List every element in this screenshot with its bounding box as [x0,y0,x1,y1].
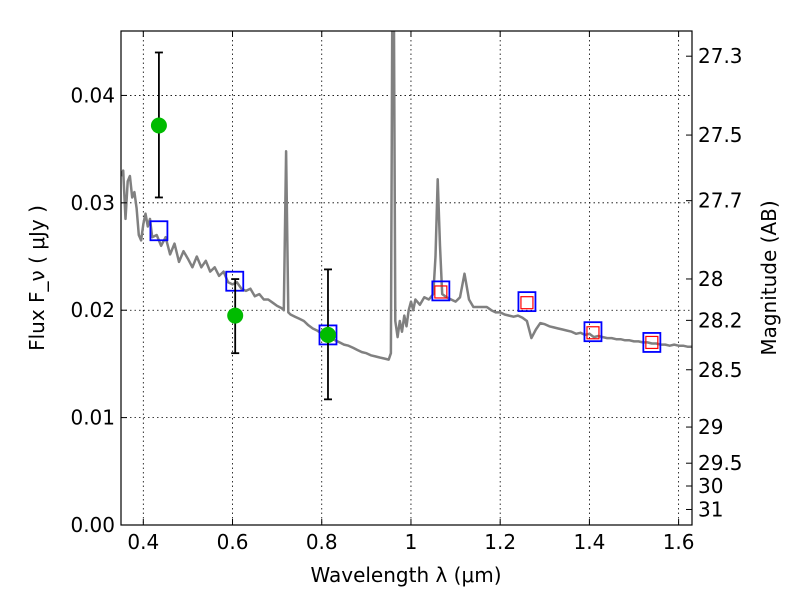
x-tick-label: 0.6 [217,530,249,554]
y-axis-right-label: Magnitude (AB) [757,200,781,355]
plot-background [121,31,692,525]
y-axis-label: Flux F_ν ( μJy ) [25,205,49,351]
series-layer [121,31,692,401]
right-tick-label: 28.2 [698,308,743,332]
right-tick-label: 28.5 [698,358,743,382]
right-tick-label: 29 [698,415,723,439]
measured-photometry-square [434,285,448,299]
measured-flux-point [319,326,336,343]
y-tick-label: 0.01 [70,406,115,430]
right-tick-label: 31 [698,497,723,521]
model-photometry-square [583,321,603,343]
right-tick-label: 27.3 [698,44,743,68]
y-tick-label: 0.03 [70,191,115,215]
x-axis-label: Wavelength λ (μm) [310,563,501,587]
x-tick-label: 1 [405,530,418,554]
y-tick-label: 0.02 [70,298,115,322]
right-tick-label: 30 [698,474,723,498]
x-tick-label: 1.4 [573,530,605,554]
measured-flux-point [150,117,167,134]
plot-frame [120,30,693,526]
x-tick-label: 0.4 [127,530,159,554]
y-tick-label: 0.04 [70,83,115,107]
measured-photometry-square [520,296,534,310]
model-photometry-square [642,332,662,353]
measured-photometry-square [586,326,600,340]
spectrum-line [121,31,692,361]
measured-photometry-square [645,335,659,350]
y-tick-label: 0.00 [70,513,115,537]
right-tick-label: 27.7 [698,189,743,213]
right-tick-label: 27.5 [698,123,743,147]
model-photometry-square [517,291,537,313]
measured-flux-point [227,307,244,324]
right-tick-label: 29.5 [698,451,743,475]
right-tick-label: 28 [698,267,723,291]
x-tick-label: 1.6 [663,530,695,554]
model-photometry-square [149,220,169,242]
model-photometry-square [431,280,451,302]
x-tick-label: 0.8 [306,530,338,554]
x-tick-label: 1.2 [484,530,516,554]
tick-layer: 0.4 0.6 0.8 1 1.2 1.4 1.6 0.00 0.01 0.02 0.03 0.04 2… [70,31,743,554]
